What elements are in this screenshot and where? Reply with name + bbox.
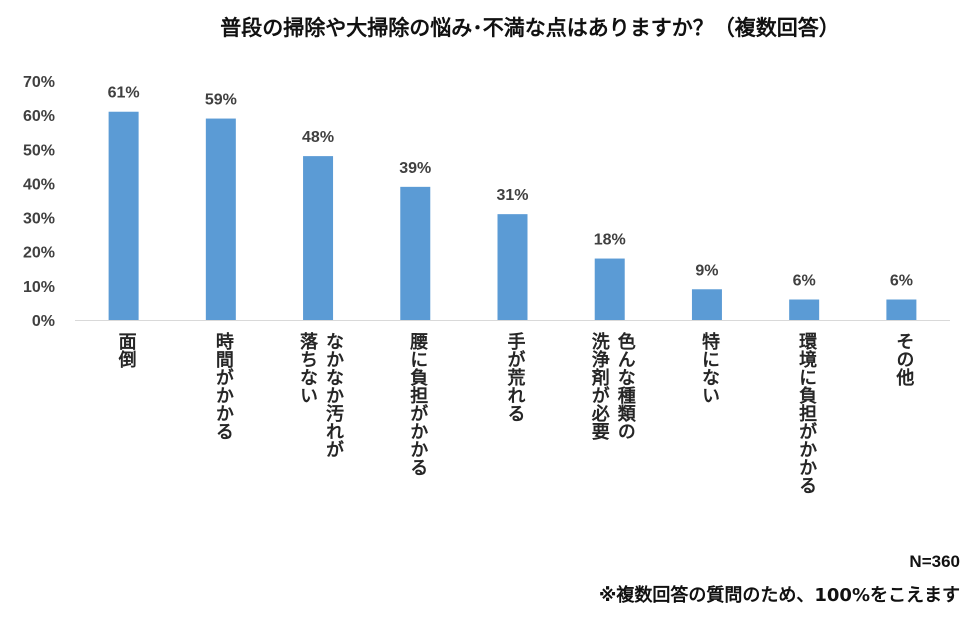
- bar: [691, 289, 722, 320]
- bar: [205, 118, 236, 320]
- y-tick-label: 50%: [23, 142, 55, 159]
- category-label: 手が荒れる: [504, 332, 526, 422]
- category-label: なかなか汚れが 落ちない: [297, 332, 345, 458]
- bar: [594, 258, 625, 320]
- y-tick-label: 20%: [23, 245, 55, 262]
- data-label: 9%: [695, 262, 718, 279]
- category-label: その他: [893, 332, 915, 386]
- category-label: 色んな種類の 洗浄剤が必要: [588, 332, 636, 440]
- data-label: 6%: [890, 273, 913, 290]
- bar: [886, 299, 917, 320]
- bar: [400, 186, 431, 320]
- data-label: 31%: [496, 187, 528, 204]
- sample-size-note: N=360: [909, 552, 960, 571]
- multiple-answer-note: ※複数回答の質問のため、100%をこえます: [598, 585, 960, 606]
- data-label: 48%: [302, 129, 334, 146]
- data-label: 61%: [108, 85, 140, 102]
- data-label: 6%: [793, 273, 816, 290]
- category-label: 腰に負担がかかる: [407, 332, 429, 476]
- y-tick-label: 0%: [32, 313, 55, 330]
- category-label: 時間がかかる: [212, 332, 234, 440]
- category-label: 面倒: [115, 332, 137, 368]
- bar: [108, 111, 139, 320]
- data-label: 39%: [399, 160, 431, 177]
- y-tick-label: 70%: [23, 74, 55, 91]
- category-label: 環境に負担がかかる: [796, 332, 818, 494]
- bar: [789, 299, 820, 320]
- y-tick-label: 60%: [23, 108, 55, 125]
- bar: [303, 156, 334, 320]
- y-tick-label: 30%: [23, 211, 55, 228]
- data-label: 59%: [205, 92, 237, 109]
- data-label: 18%: [594, 232, 626, 249]
- y-tick-label: 10%: [23, 279, 55, 296]
- category-label: 特にない: [698, 332, 720, 404]
- bar: [497, 214, 528, 320]
- y-tick-label: 40%: [23, 176, 55, 193]
- chart-title: 普段の掃除や大掃除の悩み･不満な点はありますか？（複数回答）: [220, 16, 840, 40]
